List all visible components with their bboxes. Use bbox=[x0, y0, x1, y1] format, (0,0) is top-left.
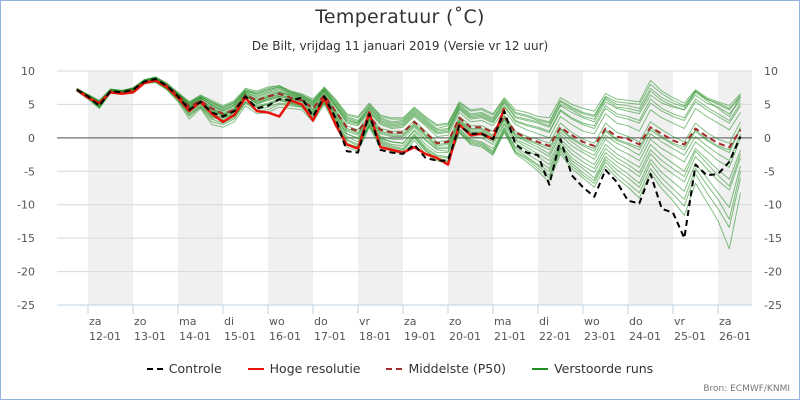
ensemble-member-line bbox=[76, 81, 741, 220]
x-tick-label-date: 15-01 bbox=[224, 330, 256, 343]
y-tick-label-left: -15 bbox=[17, 232, 35, 245]
chart-subtitle: De Bilt, vrijdag 11 januari 2019 (Versie… bbox=[251, 39, 549, 53]
x-tick-label-day: vr bbox=[359, 315, 371, 328]
y-tick-label-left: -10 bbox=[17, 199, 35, 212]
day-band-18-01 bbox=[358, 71, 403, 305]
chart-title: Temperatuur (˚C) bbox=[315, 6, 485, 28]
y-tick-label-left: -20 bbox=[17, 266, 35, 279]
main-series bbox=[76, 78, 742, 240]
x-tick-label-date: 12-01 bbox=[89, 330, 121, 343]
y-tick-label-left: 10 bbox=[21, 65, 35, 78]
x-tick-label-date: 23-01 bbox=[584, 330, 616, 343]
x-tick-label-day: za bbox=[404, 315, 417, 328]
ensemble-member-line bbox=[76, 81, 741, 250]
x-tick-label-date: 18-01 bbox=[359, 330, 391, 343]
legend-item-controle[interactable]: Controle bbox=[146, 361, 222, 376]
ensemble-member-line bbox=[76, 81, 741, 191]
ensemble-member-line bbox=[76, 81, 741, 228]
x-tick-label-day: di bbox=[539, 315, 549, 328]
legend-swatch-middelste bbox=[386, 367, 403, 370]
y-tick-label-right: 5 bbox=[764, 98, 771, 111]
y-tick-label-left: 5 bbox=[28, 98, 35, 111]
ensemble-member-line bbox=[76, 77, 741, 131]
x-tick-label-day: za bbox=[719, 315, 732, 328]
ensemble-member-line bbox=[76, 77, 741, 133]
y-tick-label-left: -5 bbox=[24, 165, 35, 178]
x-tick-label-day: za bbox=[89, 315, 102, 328]
x-tick-label-day: di bbox=[224, 315, 234, 328]
day-band-12-01 bbox=[88, 71, 133, 305]
y-tick-label-right: 0 bbox=[764, 132, 771, 145]
y-tick-label-right: -20 bbox=[764, 266, 782, 279]
y-tick-label-right: -10 bbox=[764, 199, 782, 212]
y-axis-left: 10 5 0 -5 -10 -15 -20 -25 bbox=[17, 65, 35, 312]
x-tick-label-day: wo bbox=[584, 315, 600, 328]
controle-line bbox=[76, 78, 742, 240]
legend-label-middelste: Middelste (P50) bbox=[408, 361, 507, 376]
x-tick-label-day: zo bbox=[449, 315, 462, 328]
x-tick-label-day: wo bbox=[269, 315, 285, 328]
y-tick-label-left: -25 bbox=[17, 299, 35, 312]
x-tick-label-date: 13-01 bbox=[134, 330, 166, 343]
y-tick-label-right: 10 bbox=[764, 65, 778, 78]
x-tick-label-date: 16-01 bbox=[269, 330, 301, 343]
x-tick-label-date: 25-01 bbox=[674, 330, 706, 343]
x-tick-label-day: ma bbox=[494, 315, 511, 328]
x-tick-label-date: 17-01 bbox=[314, 330, 346, 343]
x-tick-label-day: ma bbox=[179, 315, 196, 328]
ensemble-member-line bbox=[76, 76, 741, 127]
day-band-20-01 bbox=[448, 71, 493, 305]
x-tick-label-day: do bbox=[314, 315, 328, 328]
x-tick-label-date: 14-01 bbox=[179, 330, 211, 343]
y-axis-right: 10 5 0 -5 -10 -15 -20 -25 bbox=[764, 65, 782, 312]
x-tick-label-day: zo bbox=[134, 315, 147, 328]
legend-item-middelste[interactable]: Middelste (P50) bbox=[386, 361, 506, 376]
y-tick-label-left: 0 bbox=[28, 132, 35, 145]
legend-item-verstoorde[interactable]: Verstoorde runs bbox=[532, 361, 653, 376]
x-tick-label-date: 19-01 bbox=[404, 330, 436, 343]
legend: Controle Hoge resolutie Middelste (P50) … bbox=[0, 361, 800, 376]
legend-label-controle: Controle bbox=[168, 361, 222, 376]
x-axis: za 12-01 zo 13-01 ma 14-01 di 15-01 wo 16-01 do 17-… bbox=[87, 305, 751, 343]
legend-label-verstoorde: Verstoorde runs bbox=[554, 361, 654, 376]
x-tick-label-date: 20-01 bbox=[449, 330, 481, 343]
x-tick-label-date: 21-01 bbox=[494, 330, 526, 343]
legend-swatch-verstoorde bbox=[532, 367, 549, 370]
legend-label-hoge-resolutie: Hoge resolutie bbox=[269, 361, 361, 376]
p50-line bbox=[76, 79, 742, 149]
x-tick-label-date: 26-01 bbox=[719, 330, 751, 343]
y-tick-label-right: -25 bbox=[764, 299, 782, 312]
x-tick-label-day: vr bbox=[674, 315, 686, 328]
x-tick-label-date: 24-01 bbox=[629, 330, 661, 343]
y-tick-label-right: -15 bbox=[764, 232, 782, 245]
credits: Bron: ECMWF/KNMI bbox=[703, 384, 790, 394]
x-tick-label-date: 22-01 bbox=[539, 330, 571, 343]
y-tick-label-right: -5 bbox=[764, 165, 775, 178]
x-tick-label-day: do bbox=[629, 315, 643, 328]
legend-item-hoge-resolutie[interactable]: Hoge resolutie bbox=[247, 361, 361, 376]
legend-swatch-hoge-resolutie bbox=[247, 367, 264, 370]
legend-swatch-controle bbox=[146, 367, 163, 370]
